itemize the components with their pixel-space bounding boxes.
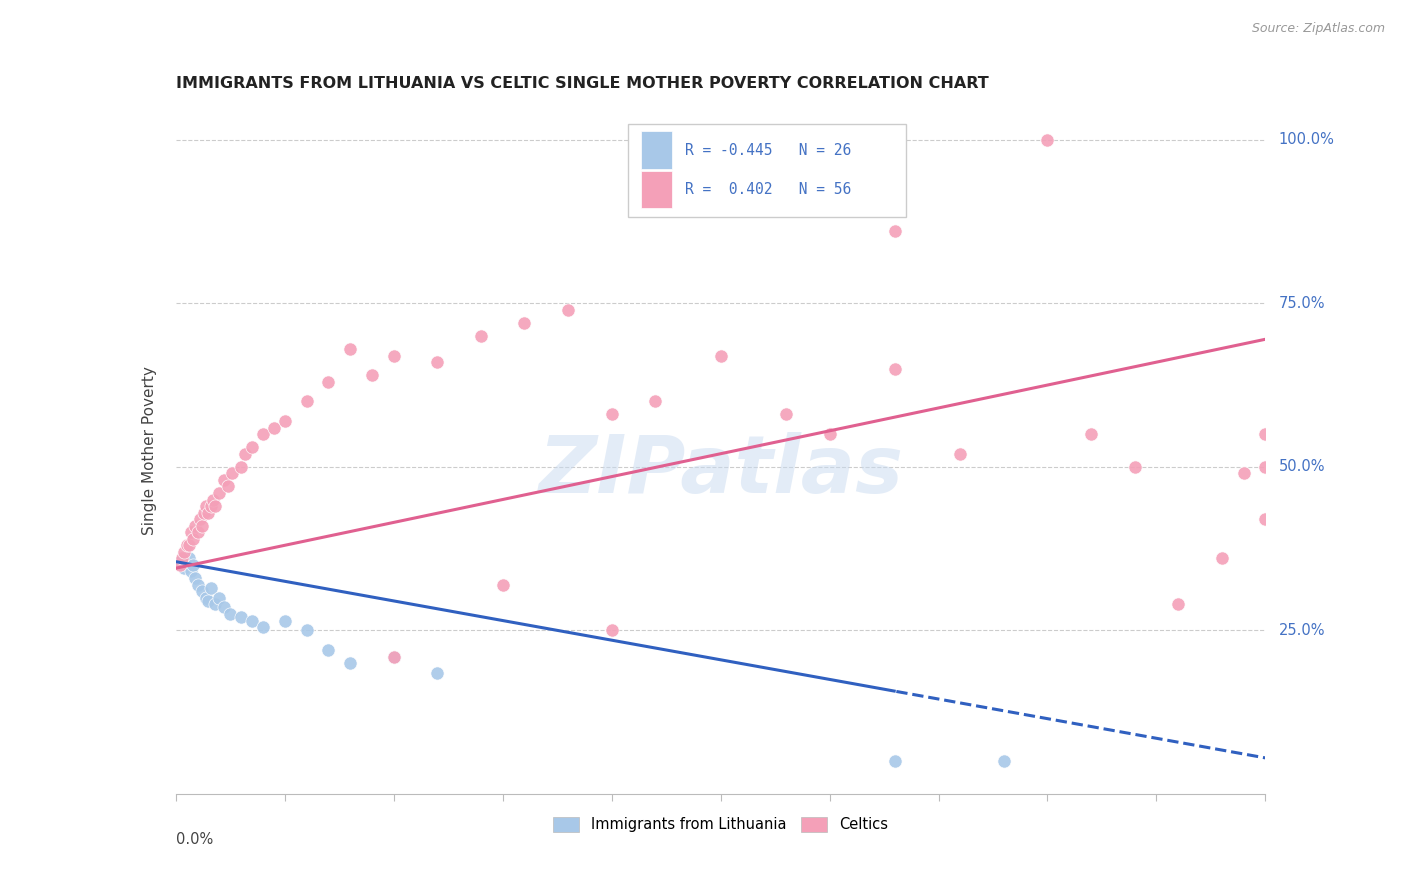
Point <box>177 538 200 552</box>
Text: 100.0%: 100.0% <box>1278 132 1334 147</box>
Point <box>884 361 907 376</box>
Point <box>600 624 623 638</box>
Point <box>186 577 209 591</box>
Point <box>184 571 207 585</box>
Point <box>193 506 215 520</box>
Point <box>1211 551 1233 566</box>
Point <box>181 558 204 572</box>
Point <box>426 665 449 680</box>
Point <box>884 224 907 238</box>
Point <box>191 584 214 599</box>
Point <box>1232 467 1256 481</box>
Point <box>208 486 231 500</box>
Point <box>188 512 211 526</box>
Text: 25.0%: 25.0% <box>1278 623 1324 638</box>
Point <box>710 349 733 363</box>
Point <box>235 447 257 461</box>
Point <box>1123 459 1146 474</box>
Point <box>219 607 242 621</box>
Point <box>360 368 382 383</box>
Point <box>180 525 202 540</box>
Point <box>212 473 235 487</box>
Point <box>204 499 226 513</box>
Point <box>240 440 263 454</box>
Point <box>1167 597 1189 611</box>
Text: R = -0.445   N = 26: R = -0.445 N = 26 <box>685 143 851 158</box>
Point <box>201 492 224 507</box>
Point <box>382 349 405 363</box>
Point <box>231 459 253 474</box>
Point <box>204 597 226 611</box>
Point <box>195 591 218 605</box>
Point <box>208 591 231 605</box>
Point <box>274 614 297 628</box>
FancyBboxPatch shape <box>641 131 672 169</box>
Point <box>197 506 219 520</box>
Point <box>382 649 405 664</box>
Point <box>295 394 318 409</box>
Point <box>200 581 222 595</box>
Legend: Immigrants from Lithuania, Celtics: Immigrants from Lithuania, Celtics <box>547 811 894 838</box>
Point <box>191 518 214 533</box>
Point <box>426 355 449 369</box>
Point <box>212 600 235 615</box>
Point <box>252 620 274 634</box>
Point <box>200 499 222 513</box>
Point <box>600 408 623 422</box>
Point <box>295 624 318 638</box>
Point <box>492 577 515 591</box>
Point <box>169 558 191 572</box>
Point <box>557 302 579 317</box>
Point <box>775 408 797 422</box>
Point <box>181 532 204 546</box>
Point <box>644 394 666 409</box>
Point <box>339 656 361 670</box>
Text: Source: ZipAtlas.com: Source: ZipAtlas.com <box>1251 22 1385 36</box>
Point <box>513 316 536 330</box>
Point <box>318 375 340 389</box>
Point <box>339 342 361 356</box>
Point <box>231 610 253 624</box>
Point <box>173 545 195 559</box>
Point <box>470 329 492 343</box>
Point <box>1254 512 1277 526</box>
Point <box>818 427 841 442</box>
Point <box>172 551 194 566</box>
Text: ZIPatlas: ZIPatlas <box>538 432 903 510</box>
Point <box>884 754 907 768</box>
Point <box>217 479 239 493</box>
Text: 0.0%: 0.0% <box>176 831 212 847</box>
Point <box>1254 427 1277 442</box>
FancyBboxPatch shape <box>641 170 672 209</box>
Point <box>1080 427 1102 442</box>
Point <box>252 427 274 442</box>
FancyBboxPatch shape <box>628 124 905 217</box>
Point <box>169 555 191 569</box>
Point <box>240 614 263 628</box>
Point <box>221 467 243 481</box>
Text: R =  0.402   N = 56: R = 0.402 N = 56 <box>685 182 851 197</box>
Point <box>180 565 202 579</box>
Text: 75.0%: 75.0% <box>1278 296 1324 310</box>
Point <box>274 414 297 428</box>
Point <box>382 649 405 664</box>
Point <box>1254 459 1277 474</box>
Text: IMMIGRANTS FROM LITHUANIA VS CELTIC SINGLE MOTHER POVERTY CORRELATION CHART: IMMIGRANTS FROM LITHUANIA VS CELTIC SING… <box>176 76 988 91</box>
Point <box>184 518 207 533</box>
Text: 50.0%: 50.0% <box>1278 459 1324 475</box>
Point <box>197 594 219 608</box>
Point <box>177 551 200 566</box>
Point <box>949 447 972 461</box>
Y-axis label: Single Mother Poverty: Single Mother Poverty <box>142 366 157 535</box>
Point <box>263 420 285 434</box>
Point <box>173 561 195 575</box>
Point <box>1036 133 1059 147</box>
Point <box>318 643 340 657</box>
Point <box>195 499 218 513</box>
Point <box>176 538 198 552</box>
Point <box>186 525 209 540</box>
Point <box>993 754 1015 768</box>
